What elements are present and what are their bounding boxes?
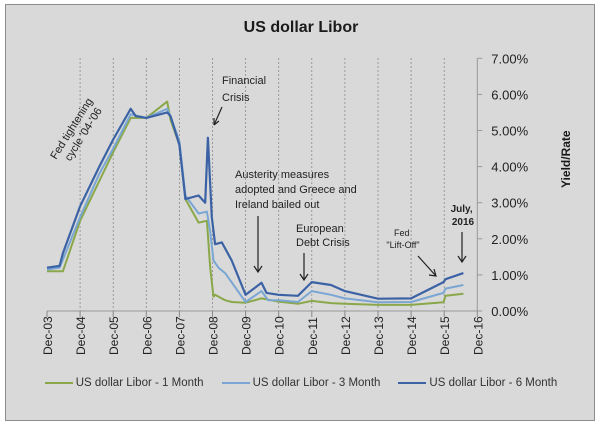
annotation-july-2016: July, 2016 [451,204,476,228]
series-line-2 [46,107,464,304]
chart-title: US dollar Libor [243,19,359,36]
annotation-financial-crisis: Financial Crisis [222,75,269,104]
annotations: Fed tightening cycle '04-'06 Financial C… [48,75,476,282]
legend-label: US dollar Libor - 3 Month [252,377,381,389]
x-tick-label: Dec-12 [339,316,353,355]
x-tick-label: Dec-08 [207,316,221,355]
legend: US dollar Libor - 1 Month US dollar Libor… [6,377,596,389]
x-tick-label: Dec-11 [306,317,320,355]
y-tick-label: 0.00% [491,304,528,319]
legend-item: US dollar Libor - 3 Month [221,377,381,389]
y-tick-label: 6.00% [491,87,528,102]
axes: Dec-03 Dec-04 Dec-05 Dec-06 Dec-07 Dec-08 Dec-… [41,51,529,355]
y-tick-label: 5.00% [491,124,528,139]
series-line-1 [47,100,464,306]
x-tick-label: Dec-13 [372,316,386,355]
legend-item: US dollar Libor - 1 Month [44,377,204,389]
legend-label: US dollar Libor - 1 Month [75,377,204,389]
y-tick-label: 2.00% [491,232,528,247]
legend-label: US dollar Libor - 6 Month [429,377,558,389]
annotation-arrows [213,106,467,282]
chart-frame: US dollar Libor Yield/Rate US dollar Lib… [5,4,595,421]
y-tick-label: 3.00% [491,196,528,211]
legend-swatch [221,382,250,384]
x-tick-label: Dec-10 [273,316,287,355]
x-tick-label: Dec-03 [41,316,55,355]
legend-item: US dollar Libor - 6 Month [398,377,557,389]
x-tick-label: Dec-04 [74,316,88,355]
annotation-european-debt: European Debt Crisis [296,223,350,249]
x-tick-label: Dec-15 [438,316,452,355]
x-tick-label: Dec-06 [140,316,154,355]
annotation-fed-liftoff: Fed "Lift-Off" [386,228,419,250]
annotation-austerity: Austerity measures adopted and Greece an… [235,169,360,211]
y-tick-label: 7.00% [491,51,528,66]
x-tick-label: Dec-14 [405,316,419,355]
x-tick-label: Dec-09 [240,316,254,355]
x-tick-label: Dec-07 [173,316,187,355]
legend-swatch [398,382,427,384]
legend-swatch [44,382,73,384]
x-tick-label: Dec-16 [471,316,485,355]
annotation-fed-tightening: Fed tightening cycle '04-'06 [48,94,108,169]
series-line-3 [46,107,464,300]
x-tick-label: Dec-05 [107,316,121,355]
y-tick-label: 1.00% [491,268,528,283]
series-lines [46,100,464,306]
y-tick-label: 4.00% [491,160,528,175]
